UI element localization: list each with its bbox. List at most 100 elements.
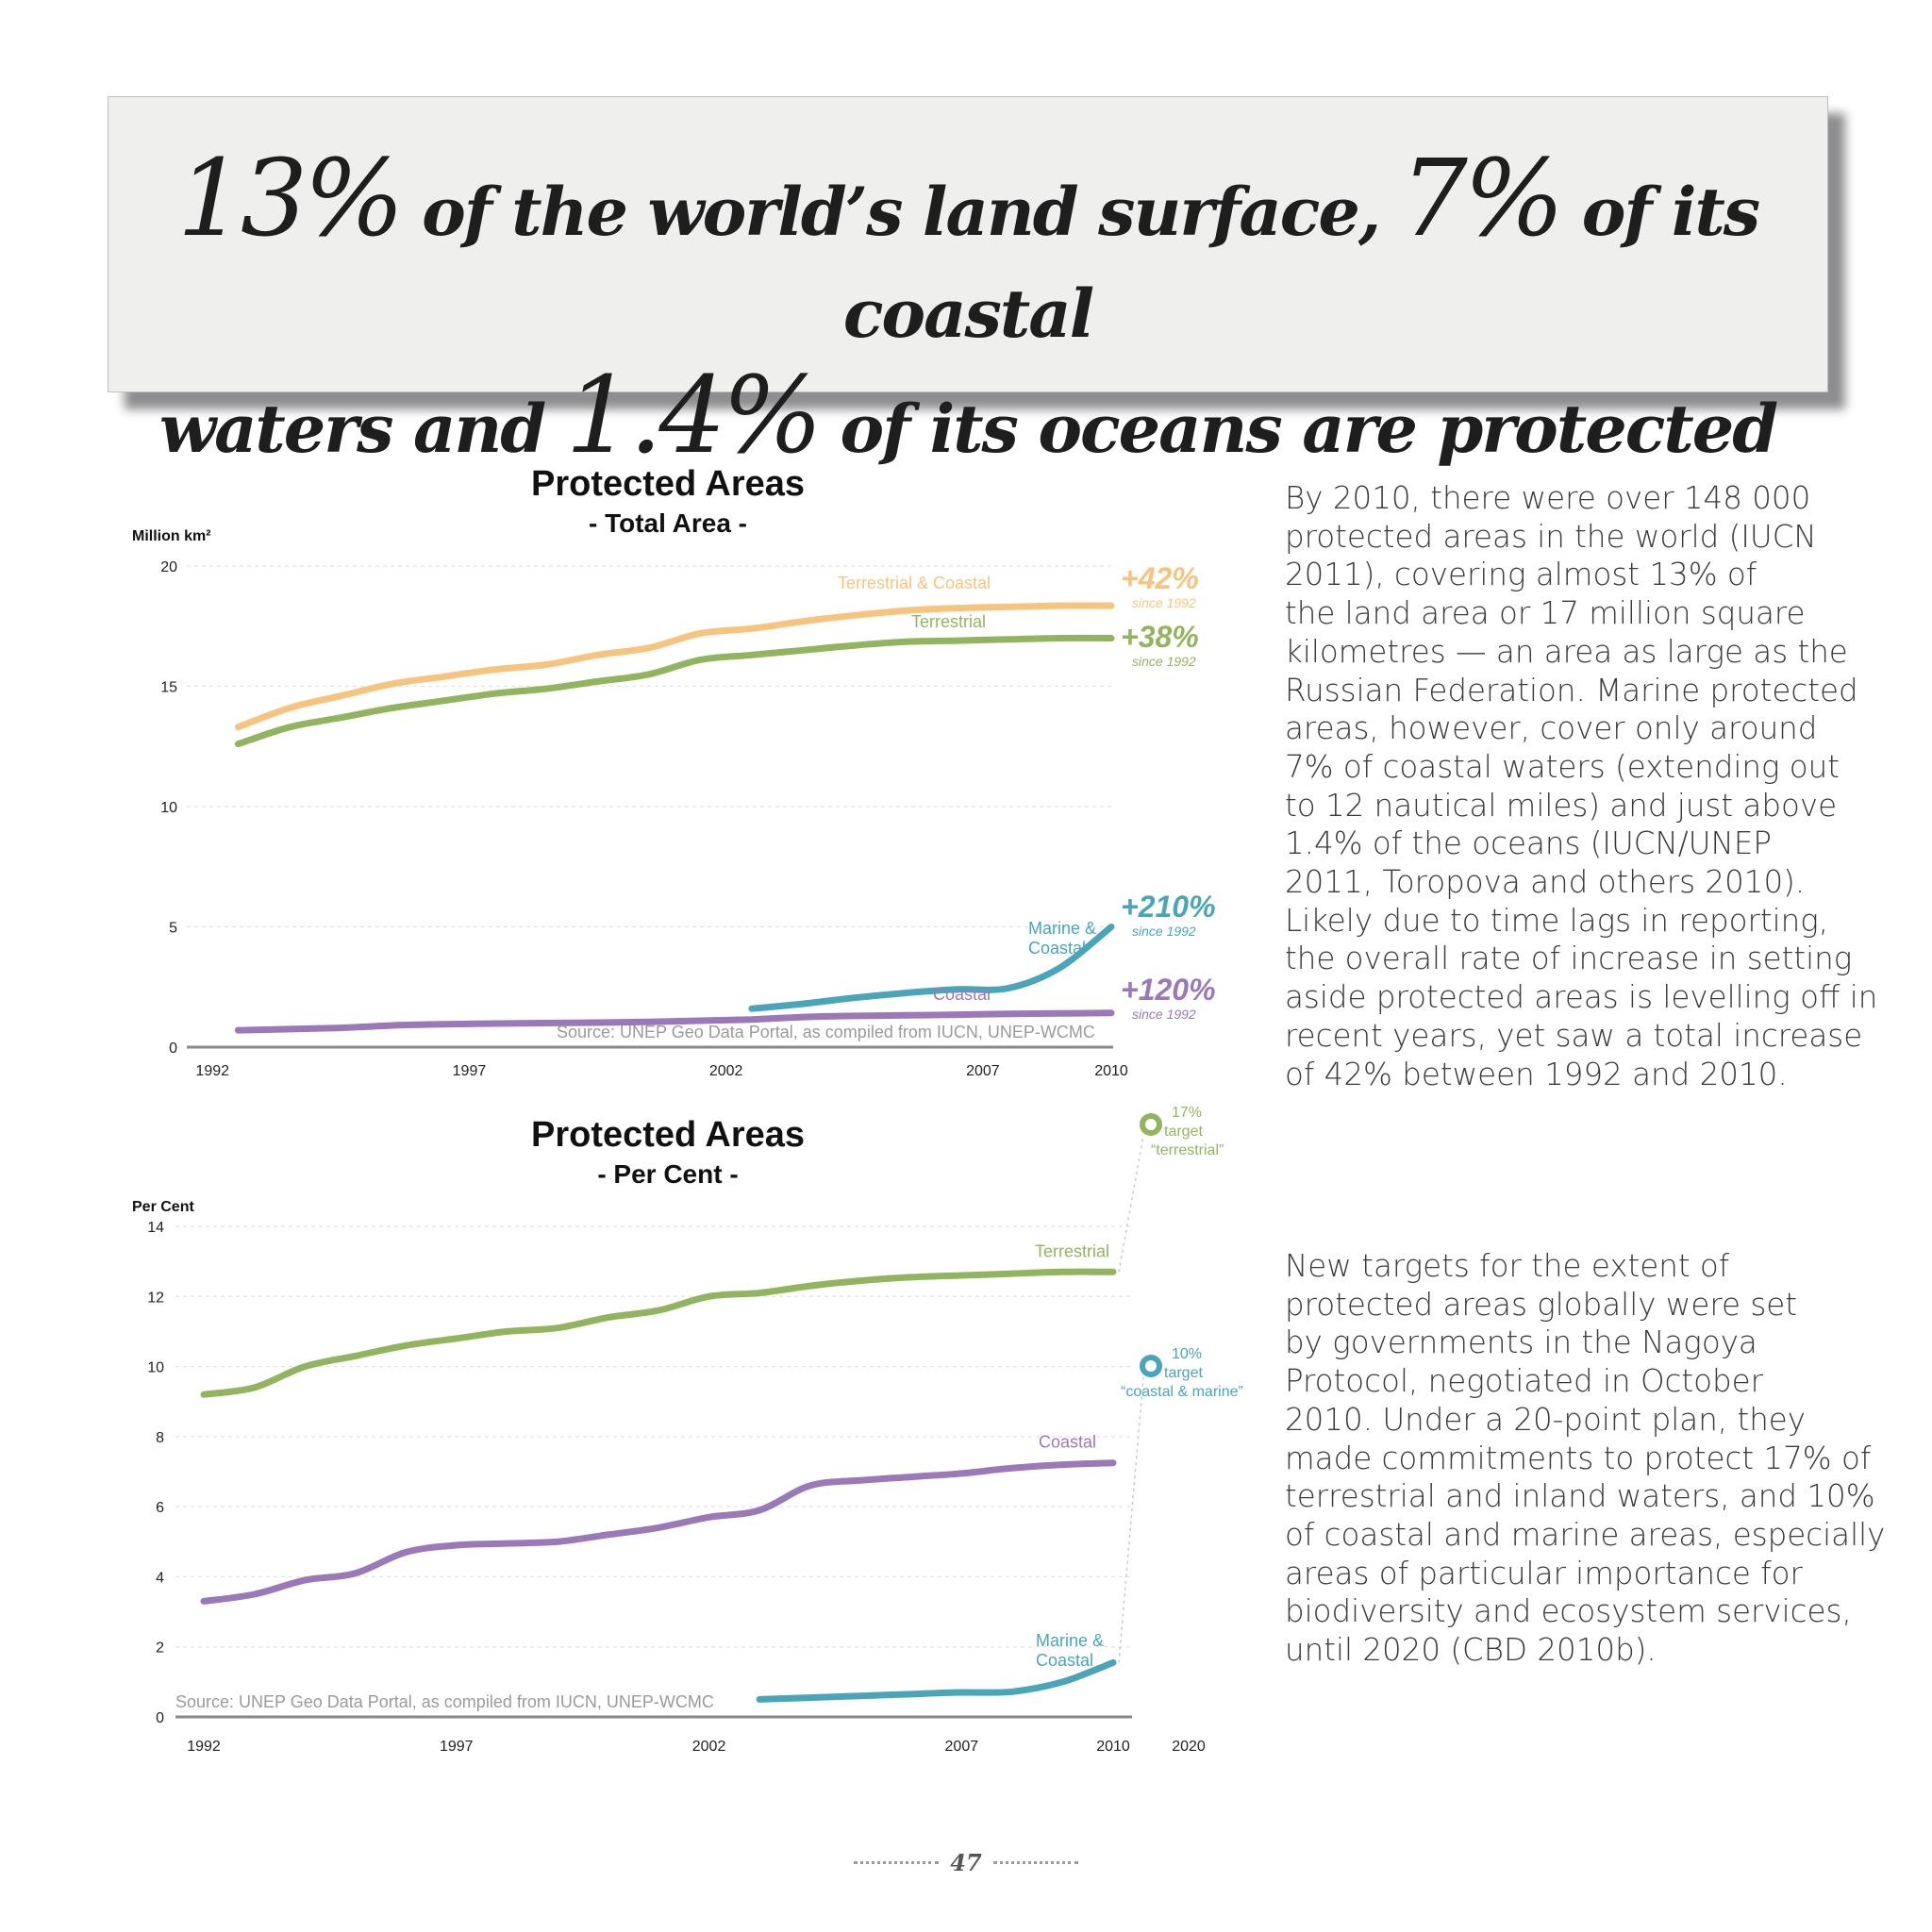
y-tick-label: 6 [156, 1500, 164, 1516]
series-change-note: since 1992 [1132, 595, 1196, 610]
footer-dots-right [993, 1861, 1079, 1864]
paragraph1-line: areas, however, cover only around [1285, 710, 1818, 747]
headline-banner: 13% of the world’s land surface, 7% of i… [108, 96, 1828, 469]
series-change: +38% [1121, 620, 1199, 654]
y-tick-label: 10 [147, 1360, 164, 1376]
target-label: “terrestrial” [1151, 1142, 1224, 1158]
series-label: Coastal [1039, 1433, 1096, 1452]
page-number: 47 [950, 1849, 982, 1876]
y-tick-label: 4 [156, 1570, 164, 1586]
series-label: Terrestrial [911, 612, 986, 631]
paragraph1-line: recent years, yet saw a total increase [1285, 1017, 1863, 1054]
paragraph1-line: protected areas in the world (IUCN [1285, 518, 1817, 555]
paragraph1-line: to 12 nautical miles) and just above [1285, 787, 1838, 824]
chart-total-area: Protected Areas - Total Area - Million km²… [132, 464, 1216, 1079]
target-label: 10% [1172, 1346, 1202, 1362]
x-tick-label: 2002 [692, 1739, 726, 1755]
page-footer: 47 [0, 1849, 1932, 1876]
chart-title: Protected Areas [531, 1115, 805, 1155]
paragraph2-line: by governments in the Nagoya [1285, 1324, 1757, 1361]
y-tick-label: 8 [156, 1430, 164, 1446]
headline-line-2: waters and 1.4% of its oceans are protec… [108, 363, 1827, 480]
series-label: Coastal [1036, 1651, 1093, 1670]
headline-line-1: 13% of the world’s land surface, 7% of i… [108, 146, 1827, 365]
paragraph-total-area: By 2010, there were over 148 000 protecte… [1285, 479, 1878, 1093]
headline-pct-land: 13% [176, 138, 405, 260]
series-change: +210% [1121, 890, 1216, 924]
paragraph1-line: of 42% between 1992 and 2010. [1285, 1056, 1788, 1092]
series-line-coastal [200, 1459, 1117, 1605]
headline-text-3: waters and [158, 390, 546, 468]
target-marker [1140, 1355, 1162, 1377]
series-label: Coastal [933, 985, 991, 1004]
y-tick-label: 2 [156, 1641, 164, 1657]
y-tick-label: 0 [169, 1041, 177, 1057]
paragraph1-line: aside protected areas is levelling off i… [1285, 979, 1878, 1016]
chart-per-cent: Protected Areas - Per Cent - Per Cent 0 2 4 6 8… [132, 1105, 1243, 1755]
y-tick-label: 5 [169, 921, 177, 937]
target-marker [1140, 1113, 1162, 1136]
chart-subtitle: - Per Cent - [597, 1159, 738, 1189]
series-line-terrestrial-coastal [234, 602, 1115, 731]
series-change-note: since 1992 [1132, 924, 1196, 939]
paragraph2-line: terrestrial and inland waters, and 10% [1285, 1478, 1875, 1515]
series-label: Terrestrial [1035, 1241, 1109, 1260]
paragraph-targets: New targets for the extent of protected a… [1285, 1247, 1886, 1670]
series-label: Marine & [1028, 919, 1096, 938]
x-tick-label: 2020 [1172, 1739, 1206, 1755]
headline-pct-coastal: 7% [1400, 138, 1565, 260]
paragraph1-line: Likely due to time lags in reporting, [1285, 902, 1829, 939]
target-label: target [1164, 1124, 1203, 1140]
y-tick-label: 10 [160, 800, 177, 816]
paragraph1-line: kilometres — an area as large as the [1285, 633, 1848, 670]
y-tick-label: 14 [147, 1220, 164, 1236]
headline-text-1: of the world’s land surface, [422, 173, 1381, 251]
x-tick-label: 2007 [966, 1063, 1000, 1079]
x-tick-label: 1997 [453, 1063, 487, 1079]
headline-pct-oceans: 1.4% [565, 355, 824, 477]
x-tick-label: 1992 [187, 1739, 221, 1755]
headline-text-4: of its oceans are protected [840, 390, 1778, 468]
target-label: “coastal & marine” [1121, 1384, 1243, 1400]
paragraph2-line: New targets for the extent of [1285, 1248, 1730, 1284]
paragraph2-line: Protocol, negotiated in October [1285, 1363, 1764, 1400]
headline: 13% of the world’s land surface, 7% of i… [108, 146, 1827, 480]
paragraph1-line: the land area or 17 million square [1285, 595, 1806, 632]
series-label: Coastal [1028, 939, 1086, 958]
paragraph1-line: 7% of coastal waters (extending out [1285, 748, 1840, 785]
paragraph1-line: 2011, Toropova and others 2010). [1285, 864, 1806, 901]
series-line-marine-coastal [756, 1658, 1117, 1703]
y-tick-label: 0 [156, 1710, 164, 1726]
x-tick-label: 2007 [945, 1739, 979, 1755]
paragraph2-line: made commitments to protect 17% of [1285, 1440, 1872, 1476]
paragraph1-line: 2011), covering almost 13% of [1285, 557, 1757, 593]
chart-title: Protected Areas [531, 464, 805, 504]
footer-dots-left [853, 1861, 939, 1864]
paragraph2-line: of coastal and marine areas, especially [1285, 1516, 1886, 1553]
y-axis-label: Per Cent [132, 1199, 194, 1215]
y-axis-label: Million km² [132, 528, 211, 544]
paragraph2-line: biodiversity and ecosystem services, [1285, 1593, 1852, 1630]
y-tick-label: 20 [160, 559, 177, 575]
series-change-note: since 1992 [1132, 654, 1196, 669]
paragraph2-line: areas of particular importance for [1285, 1555, 1803, 1591]
series-label: Terrestrial & Coastal [838, 574, 991, 592]
series-change: +120% [1121, 973, 1216, 1007]
series-change-note: since 1992 [1132, 1007, 1196, 1022]
series-label: Marine & [1036, 1631, 1104, 1650]
series-line-terrestrial [200, 1268, 1117, 1398]
paragraph1-line: Russian Federation. Marine protected [1285, 672, 1858, 708]
x-tick-label: 2010 [1094, 1063, 1128, 1079]
paragraph1-line: By 2010, there were over 148 000 [1285, 480, 1811, 516]
x-tick-label: 1997 [440, 1739, 474, 1755]
target-guide [1118, 1135, 1144, 1273]
x-tick-label: 2010 [1096, 1739, 1130, 1755]
chart-subtitle: - Total Area - [589, 508, 747, 538]
y-tick-label: 15 [160, 680, 177, 696]
series-line-marine-coastal [748, 924, 1115, 1012]
paragraph2-line: until 2020 (CBD 2010b). [1285, 1632, 1657, 1669]
x-tick-label: 2002 [709, 1063, 743, 1079]
paragraph1-line: 1.4% of the oceans (IUCN/UNEP [1285, 825, 1772, 862]
x-tick-label: 1992 [195, 1063, 229, 1079]
headline-text-2: of its coastal [842, 173, 1760, 353]
